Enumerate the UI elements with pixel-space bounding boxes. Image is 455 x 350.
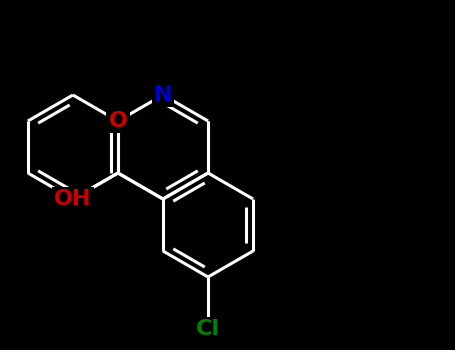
Text: O: O xyxy=(108,111,127,131)
Text: OH: OH xyxy=(54,189,92,209)
Text: N: N xyxy=(154,85,172,105)
Text: Cl: Cl xyxy=(196,319,220,339)
